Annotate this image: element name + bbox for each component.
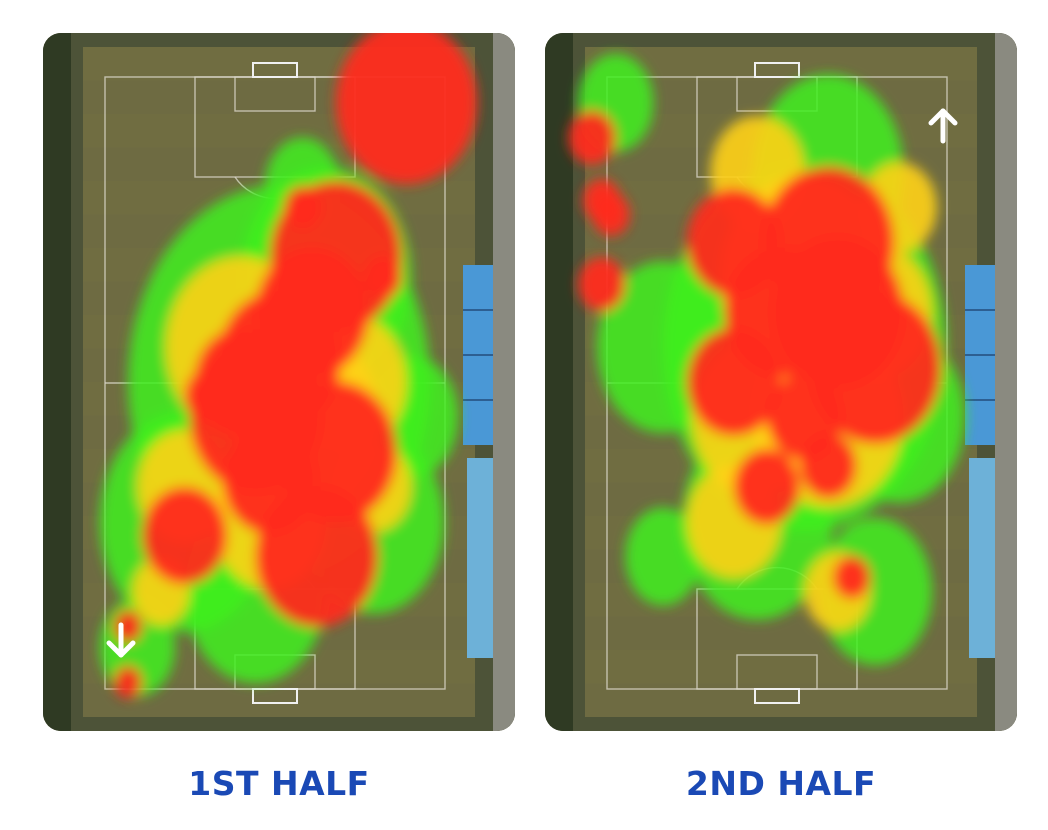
heat-zone-high [578, 257, 626, 312]
heat-zone-high [142, 486, 228, 585]
second-half-label: 2ND HALF [685, 764, 877, 803]
arrow-up-icon [928, 108, 958, 144]
stand-roof-lower [467, 458, 493, 658]
heat-zone-high [733, 448, 800, 525]
road-right [493, 33, 515, 731]
heatmap-panel-first-half [43, 33, 515, 731]
arrow-down-icon [106, 622, 136, 658]
road-right [995, 33, 1017, 731]
first-half-label: 1ST HALF [188, 764, 370, 803]
heat-zone-high [283, 185, 322, 230]
heat-zone-high [686, 327, 781, 437]
heat-zone-high [255, 247, 369, 378]
heat-zone-high [363, 255, 402, 300]
tree-strip-left [545, 33, 573, 731]
heat-zone-high [113, 610, 143, 643]
heatmap-panel-second-half [545, 33, 1017, 731]
heat-zone-low [625, 507, 701, 606]
heat-zone-high [809, 292, 942, 445]
heat-layer [568, 53, 966, 666]
goal-bottom [252, 688, 298, 704]
heat-zone-high [255, 485, 379, 628]
heat-zone-high [686, 188, 781, 297]
heatmap-second-half [545, 33, 1017, 731]
goal-bottom [754, 688, 800, 704]
heat-zone-high [832, 555, 871, 600]
heatmap-first-half [43, 33, 515, 731]
heat-layer [99, 33, 478, 699]
heat-zone-high [568, 110, 616, 165]
heat-zone-high [766, 373, 843, 461]
heat-zone-high [113, 665, 143, 699]
goal-top [252, 62, 298, 78]
goal-top [754, 62, 800, 78]
tree-strip-left [43, 33, 71, 731]
heat-zone-high [335, 33, 478, 185]
stand-roof-lower [969, 458, 995, 658]
heat-zone-high [592, 192, 630, 237]
heat-zone-high [184, 368, 232, 424]
